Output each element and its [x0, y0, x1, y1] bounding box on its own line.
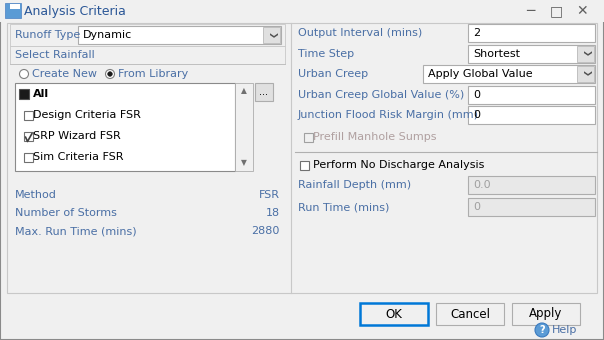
Text: Create New: Create New	[32, 69, 97, 79]
Text: FSR: FSR	[259, 190, 280, 200]
Text: OK: OK	[385, 307, 402, 321]
Text: ❯: ❯	[268, 32, 277, 38]
Text: ...: ...	[260, 87, 269, 97]
Bar	[468, 198, 595, 216]
Bar	[15, 83, 235, 171]
Bar	[235, 83, 253, 171]
Text: Runoff Type: Runoff Type	[15, 30, 80, 40]
Text: Number of Storms: Number of Storms	[15, 208, 117, 218]
Text: All: All	[33, 89, 49, 99]
Bar	[423, 65, 595, 83]
Text: ❯: ❯	[582, 51, 591, 57]
Circle shape	[19, 69, 28, 79]
Text: 0: 0	[473, 202, 480, 212]
Text: Apply Global Value: Apply Global Value	[428, 69, 533, 79]
Bar	[5, 3, 21, 18]
Bar	[78, 26, 281, 44]
Text: 2: 2	[473, 28, 480, 38]
Circle shape	[106, 69, 115, 79]
Text: ?: ?	[539, 325, 545, 335]
Bar	[24, 110, 33, 119]
Text: ❯: ❯	[582, 70, 591, 78]
Text: Max. Run Time (mins): Max. Run Time (mins)	[15, 226, 137, 236]
Text: SRP Wizard FSR: SRP Wizard FSR	[33, 131, 121, 141]
Bar	[512, 303, 580, 325]
Circle shape	[535, 323, 549, 337]
Bar	[10, 46, 285, 64]
Text: Cancel: Cancel	[450, 307, 490, 321]
Text: □: □	[550, 4, 562, 18]
Bar	[468, 45, 595, 63]
Text: Sim Criteria FSR: Sim Criteria FSR	[33, 152, 123, 162]
Text: Prefill Manhole Sumps: Prefill Manhole Sumps	[313, 132, 437, 142]
Text: ▼: ▼	[241, 158, 247, 168]
Bar	[468, 86, 595, 104]
Text: 0.0: 0.0	[473, 180, 490, 190]
Text: 18: 18	[266, 208, 280, 218]
Text: ─: ─	[526, 4, 534, 18]
Text: ✕: ✕	[576, 4, 588, 18]
Bar	[24, 153, 33, 162]
Bar	[10, 24, 285, 46]
Bar	[468, 176, 595, 194]
Bar	[24, 132, 33, 140]
Text: Urban Creep Global Value (%): Urban Creep Global Value (%)	[298, 90, 464, 100]
Bar	[6, 12, 20, 13]
Text: Junction Flood Risk Margin (mm): Junction Flood Risk Margin (mm)	[298, 110, 479, 120]
Text: Shortest: Shortest	[473, 49, 520, 59]
Text: Select Rainfall: Select Rainfall	[15, 50, 95, 60]
Bar	[0, 0, 604, 22]
Text: From Library: From Library	[118, 69, 188, 79]
Bar	[19, 89, 29, 99]
Text: 0: 0	[473, 110, 480, 120]
Bar	[577, 46, 594, 62]
Text: Run Time (mins): Run Time (mins)	[298, 202, 390, 212]
Text: Time Step: Time Step	[298, 49, 354, 59]
Text: Dynamic: Dynamic	[83, 30, 132, 40]
Text: 0: 0	[473, 90, 480, 100]
Text: Help: Help	[552, 325, 577, 335]
Bar	[263, 27, 280, 43]
Bar	[304, 133, 313, 141]
Bar	[436, 303, 504, 325]
Text: Urban Creep: Urban Creep	[298, 69, 368, 79]
Text: Output Interval (mins): Output Interval (mins)	[298, 28, 422, 38]
Text: ▲: ▲	[241, 86, 247, 96]
Bar	[468, 106, 595, 124]
Bar	[7, 23, 597, 293]
Text: Rainfall Depth (mm): Rainfall Depth (mm)	[298, 180, 411, 190]
Bar	[360, 303, 428, 325]
Text: Analysis Criteria: Analysis Criteria	[24, 4, 126, 17]
Bar	[6, 4, 20, 9]
Text: Design Criteria FSR: Design Criteria FSR	[33, 110, 141, 120]
Bar	[255, 83, 273, 101]
Text: 2880: 2880	[252, 226, 280, 236]
Bar	[300, 160, 309, 170]
Bar	[577, 66, 594, 82]
Text: Method: Method	[15, 190, 57, 200]
Bar	[6, 4, 10, 9]
Bar	[6, 14, 20, 15]
Bar	[468, 24, 595, 42]
Text: Apply: Apply	[529, 307, 563, 321]
Text: Perform No Discharge Analysis: Perform No Discharge Analysis	[313, 160, 484, 170]
Bar	[6, 10, 20, 11]
Circle shape	[108, 72, 112, 76]
